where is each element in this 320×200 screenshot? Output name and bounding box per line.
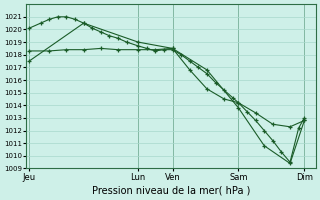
X-axis label: Pression niveau de la mer( hPa ): Pression niveau de la mer( hPa ) [92,186,250,196]
